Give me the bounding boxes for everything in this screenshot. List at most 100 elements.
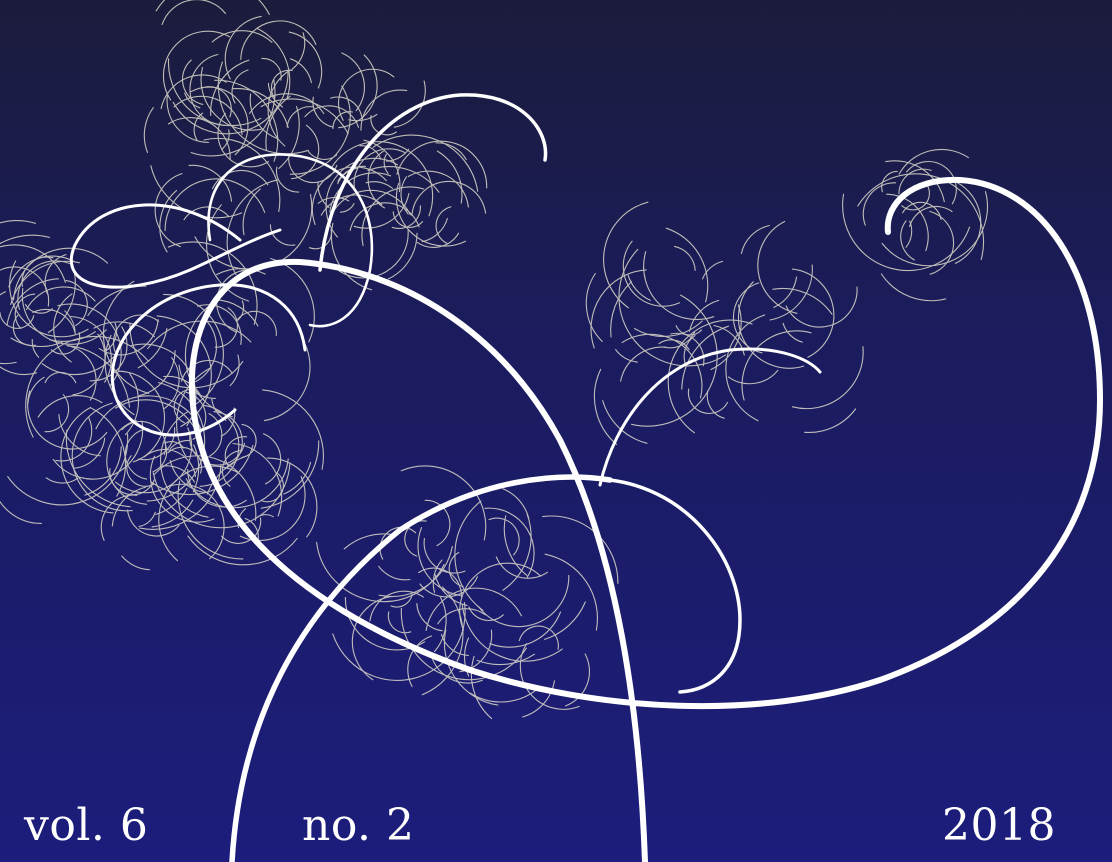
fine-track: [407, 170, 469, 208]
fine-track: [737, 281, 805, 369]
fine-track: [183, 206, 230, 221]
fine-track: [393, 80, 426, 128]
fine-track: [169, 459, 207, 494]
fine-track: [130, 343, 197, 427]
fine-track: [167, 241, 258, 325]
fine-track: [90, 407, 127, 497]
fine-track: [782, 322, 803, 343]
fine-track: [71, 402, 133, 512]
fine-track: [585, 272, 603, 343]
fine-track: [150, 444, 254, 496]
fine-track: [0, 312, 35, 329]
fine-track: [138, 511, 156, 528]
fine-track: [291, 124, 320, 180]
fine-track: [658, 339, 690, 351]
fine-track: [627, 274, 651, 301]
fine-track: [93, 321, 155, 338]
fine-track: [163, 375, 202, 398]
right-arc-track: [598, 347, 822, 487]
fine-track: [165, 483, 225, 560]
fine-track: [701, 260, 724, 280]
fine-track: [407, 635, 433, 688]
fine-track: [118, 370, 166, 463]
fine-track: [378, 565, 411, 581]
fine-track: [200, 66, 262, 131]
fine-track: [687, 388, 729, 415]
fine-track: [232, 442, 283, 517]
fine-track: [65, 429, 131, 508]
fine-track: [432, 559, 443, 593]
fine-track: [47, 260, 76, 334]
fine-track: [437, 608, 486, 625]
fine-track: [880, 273, 947, 302]
fine-track: [65, 280, 88, 327]
fine-track: [489, 611, 562, 648]
fine-track: [114, 427, 193, 494]
fine-track: [367, 150, 386, 209]
fine-track: [343, 533, 396, 550]
fine-track: [372, 134, 479, 192]
fine-track: [221, 129, 230, 150]
fine-track: [237, 310, 277, 336]
fine-track: [12, 247, 109, 301]
fine-track: [741, 330, 812, 401]
fine-track: [622, 240, 681, 307]
fine-track: [434, 596, 447, 653]
fine-track: [121, 420, 167, 455]
fine-track: [328, 189, 411, 222]
fine-track: [155, 0, 270, 15]
fine-track: [267, 69, 291, 147]
fine-track: [206, 455, 247, 495]
fine-track: [231, 69, 249, 104]
fine-track: [351, 595, 393, 681]
fine-track: [44, 394, 70, 433]
fine-track: [338, 229, 409, 279]
fine-track: [262, 389, 324, 470]
fine-track: [544, 553, 599, 631]
fine-track: [370, 115, 397, 136]
fine-track: [260, 440, 320, 509]
fine-track: [0, 234, 51, 245]
fine-track: [143, 107, 154, 153]
fine-track: [291, 32, 306, 70]
fine-track: [341, 52, 366, 112]
fine-track: [190, 79, 276, 157]
fine-track: [484, 507, 535, 578]
fine-track: [421, 586, 464, 696]
fine-track: [151, 499, 194, 528]
fine-track: [7, 433, 129, 506]
fine-track: [121, 555, 150, 571]
fine-track: [0, 266, 50, 307]
fine-track: [905, 220, 913, 248]
fine-track: [45, 477, 79, 484]
fine-track: [255, 514, 274, 519]
fine-track: [180, 360, 233, 382]
fine-track: [10, 337, 63, 348]
fine-track: [440, 633, 469, 656]
fine-track: [476, 653, 536, 666]
fine-track: [906, 160, 957, 205]
fine-track: [353, 148, 406, 192]
fine-track: [363, 139, 401, 193]
fine-track: [337, 68, 395, 121]
fine-track: [675, 325, 703, 336]
fine-track: [769, 264, 813, 321]
fine-track: [332, 111, 354, 130]
fine-track: [164, 441, 185, 449]
fine-track: [100, 494, 138, 541]
fine-track: [173, 95, 243, 136]
fine-track: [224, 15, 262, 80]
fine-track: [66, 345, 131, 408]
fine-track: [757, 220, 798, 314]
fine-track: [160, 411, 209, 518]
fine-track: [181, 59, 204, 105]
fine-track: [27, 390, 108, 450]
fine-track: [423, 537, 466, 574]
fine-track: [673, 245, 696, 271]
fine-track: [312, 96, 333, 128]
fine-track: [211, 30, 273, 43]
fine-track: [266, 457, 318, 538]
fine-track: [902, 201, 942, 221]
fine-track: [98, 319, 159, 356]
